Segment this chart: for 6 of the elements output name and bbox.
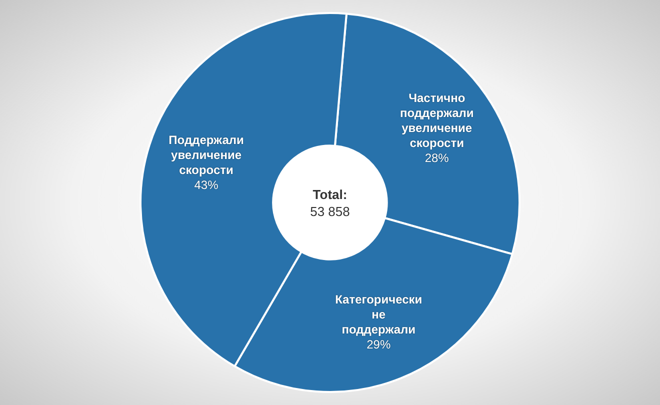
slice-label: Категорически не поддержали [335, 292, 422, 337]
slice-label: Поддержали увеличение скорости [168, 133, 244, 178]
data-label: 43% [194, 178, 219, 192]
data-label: 29% [366, 338, 391, 352]
slice-label: Частично поддержали увеличение скорости [400, 91, 474, 150]
data-label: 28% [424, 151, 450, 166]
